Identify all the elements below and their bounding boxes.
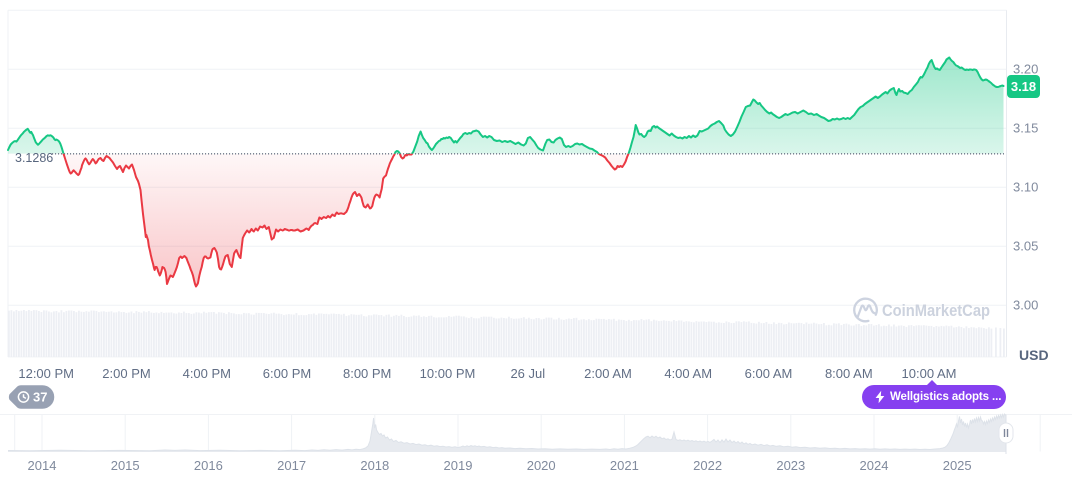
svg-text:37: 37 [33,389,47,404]
svg-text:CoinMarketCap: CoinMarketCap [882,301,990,320]
